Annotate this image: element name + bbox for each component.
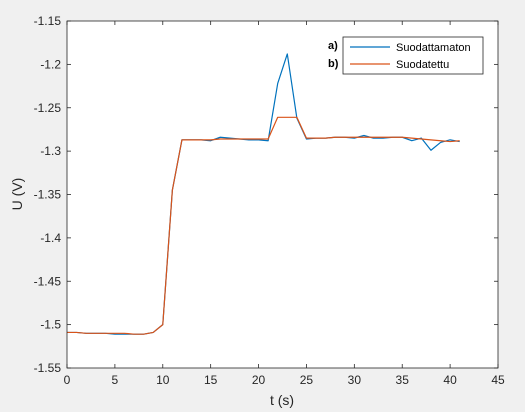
x-tick-label: 5 bbox=[112, 373, 119, 387]
y-axis-label: U (V) bbox=[9, 178, 25, 211]
legend: Suodattamaton Suodatettu bbox=[342, 36, 484, 75]
x-tick-label: 30 bbox=[348, 373, 362, 387]
x-tick-label: 20 bbox=[252, 373, 266, 387]
legend-entry-suodattamaton: Suodattamaton bbox=[396, 42, 471, 54]
x-tick-label: 10 bbox=[156, 373, 170, 387]
x-tick-label: 15 bbox=[204, 373, 218, 387]
y-tick-label: -1.25 bbox=[34, 101, 62, 115]
x-tick-label: 0 bbox=[64, 373, 71, 387]
y-tick-label: -1.55 bbox=[34, 361, 62, 375]
legend-entry-suodatettu: Suodatettu bbox=[396, 59, 449, 71]
annotation-a: a) bbox=[328, 40, 338, 52]
ticks-layer: 0 5 10 15 20 25 30 35 40 45 -1.15 -1.2 -1.25 -1.3 -1.3… bbox=[34, 14, 505, 387]
y-tick-label: -1.35 bbox=[34, 188, 62, 202]
y-tick-label: -1.15 bbox=[34, 14, 62, 28]
y-tick-label: -1.4 bbox=[40, 231, 61, 245]
annotation-b: b) bbox=[328, 58, 339, 70]
y-tick-label: -1.2 bbox=[40, 57, 61, 71]
x-tick-label: 25 bbox=[300, 373, 314, 387]
series-line-suodatettu bbox=[67, 116, 460, 335]
y-tick-label: -1.3 bbox=[40, 144, 61, 158]
x-tick-label: 35 bbox=[396, 373, 410, 387]
plot-area bbox=[67, 21, 498, 368]
x-axis-label: t (s) bbox=[270, 392, 294, 408]
y-tick-label: -1.45 bbox=[34, 274, 62, 288]
series-layer bbox=[67, 53, 460, 335]
x-tick-label: 45 bbox=[491, 373, 505, 387]
y-tick-label: -1.5 bbox=[40, 318, 61, 332]
legend-box bbox=[342, 36, 484, 75]
x-tick-label: 40 bbox=[443, 373, 457, 387]
